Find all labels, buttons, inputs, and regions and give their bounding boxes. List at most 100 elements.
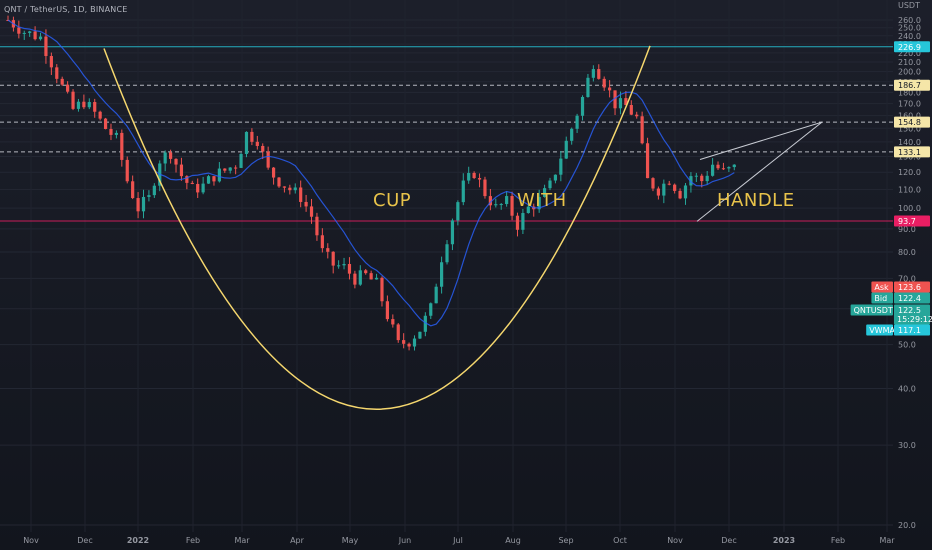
candle-body bbox=[429, 303, 433, 316]
candle-body bbox=[602, 78, 606, 88]
candle-body bbox=[114, 132, 118, 135]
candle-body bbox=[477, 178, 482, 180]
candle-body bbox=[510, 196, 514, 216]
candle-body bbox=[445, 244, 449, 263]
y-tick-label: 240.0 bbox=[898, 32, 921, 41]
x-tick-label: Aug bbox=[505, 536, 521, 545]
candle-body bbox=[564, 140, 568, 159]
candle-body bbox=[467, 172, 471, 181]
y-axis-unit: USDT bbox=[898, 1, 920, 10]
candle-body bbox=[136, 198, 140, 212]
candle-body bbox=[716, 164, 720, 169]
candle-body bbox=[385, 301, 389, 320]
level-tag-bg bbox=[894, 79, 930, 91]
candle-body bbox=[396, 324, 400, 341]
level-tag-label: 154.8 bbox=[898, 118, 921, 127]
candle-body bbox=[223, 168, 227, 171]
candle-body bbox=[82, 101, 86, 108]
candle-body bbox=[185, 176, 189, 183]
candle-body bbox=[505, 196, 509, 205]
price-tag-value: 122.4 bbox=[898, 294, 921, 303]
y-tick-label: 20.0 bbox=[898, 521, 916, 530]
candle-body bbox=[456, 202, 460, 221]
candle-body bbox=[299, 187, 303, 202]
candle-body bbox=[472, 172, 476, 179]
candle-body bbox=[261, 145, 265, 152]
candle-body bbox=[645, 143, 650, 179]
y-tick-label: 50.0 bbox=[898, 341, 916, 350]
candle-body bbox=[304, 201, 308, 207]
candle-body bbox=[499, 204, 503, 206]
candle-body bbox=[629, 105, 633, 115]
candle-body bbox=[651, 178, 655, 189]
candle-body bbox=[320, 235, 324, 249]
x-tick-label: Feb bbox=[831, 536, 845, 545]
candle-body bbox=[618, 98, 623, 109]
y-tick-label: 140.0 bbox=[898, 138, 921, 147]
candle-body bbox=[347, 263, 352, 274]
candle-body bbox=[28, 31, 32, 33]
candle-body bbox=[542, 188, 547, 197]
x-tick-label: Mar bbox=[234, 536, 250, 545]
candle-body bbox=[586, 77, 590, 97]
y-tick-label: 110.0 bbox=[898, 185, 921, 194]
level-tag-bg bbox=[894, 215, 930, 227]
price-tag-key: QNTUSDT bbox=[854, 306, 893, 315]
candle-body bbox=[44, 36, 48, 57]
y-tick-label: 210.0 bbox=[898, 58, 921, 67]
candle-body bbox=[109, 128, 113, 135]
candle-body bbox=[174, 158, 178, 165]
candle-body bbox=[342, 263, 346, 266]
candle-body bbox=[683, 185, 688, 199]
candle-body bbox=[689, 176, 693, 186]
candle-body bbox=[494, 204, 498, 206]
y-tick-label: 200.0 bbox=[898, 68, 921, 77]
y-tick-label: 30.0 bbox=[898, 441, 916, 450]
candle-body bbox=[131, 181, 135, 199]
candle-body bbox=[570, 128, 574, 141]
level-tag-label: 186.7 bbox=[898, 81, 921, 90]
candle-body bbox=[526, 206, 530, 214]
candle-body bbox=[331, 251, 335, 266]
annotation-with: WITH bbox=[517, 190, 567, 211]
candle-body bbox=[179, 164, 184, 177]
price-tag-key-bg bbox=[850, 304, 893, 316]
candle-body bbox=[212, 176, 216, 182]
candle-body bbox=[635, 114, 639, 117]
candle-body bbox=[293, 187, 297, 191]
y-tick-label: 170.0 bbox=[898, 100, 921, 109]
candle-body bbox=[580, 96, 585, 116]
candle-body bbox=[488, 196, 492, 206]
level-tag-bg bbox=[894, 116, 930, 128]
candle-body bbox=[711, 164, 715, 176]
candle-body bbox=[315, 216, 319, 236]
candle-body bbox=[434, 286, 438, 304]
candle-body bbox=[103, 118, 108, 129]
x-tick-label: Feb bbox=[186, 536, 200, 545]
handle-upper-line bbox=[699, 121, 823, 161]
candle-body bbox=[515, 215, 520, 230]
candle-body bbox=[337, 265, 341, 267]
candle-body bbox=[206, 176, 211, 184]
x-tick-label: Jun bbox=[398, 536, 412, 545]
candle-body bbox=[369, 273, 373, 280]
candle-body bbox=[147, 195, 151, 197]
level-tag-label: 93.7 bbox=[898, 217, 916, 226]
x-tick-label: Jul bbox=[452, 536, 463, 545]
y-tick-label: 150.0 bbox=[898, 124, 921, 133]
candle-body bbox=[721, 168, 726, 170]
candle-body bbox=[440, 262, 444, 287]
candle-body bbox=[353, 273, 357, 285]
candle-body bbox=[732, 164, 736, 168]
annotation-cup: CUP bbox=[373, 190, 411, 211]
candle-body bbox=[656, 188, 660, 196]
candle-body bbox=[33, 31, 37, 40]
symbol-header: QNT / TetherUS, 1D, BINANCE bbox=[4, 5, 128, 14]
level-tag-label: 133.1 bbox=[898, 148, 921, 157]
annotation-handle: HANDLE bbox=[717, 190, 795, 211]
price-tag-key: VWMA bbox=[869, 326, 895, 335]
candle-body bbox=[49, 56, 53, 68]
